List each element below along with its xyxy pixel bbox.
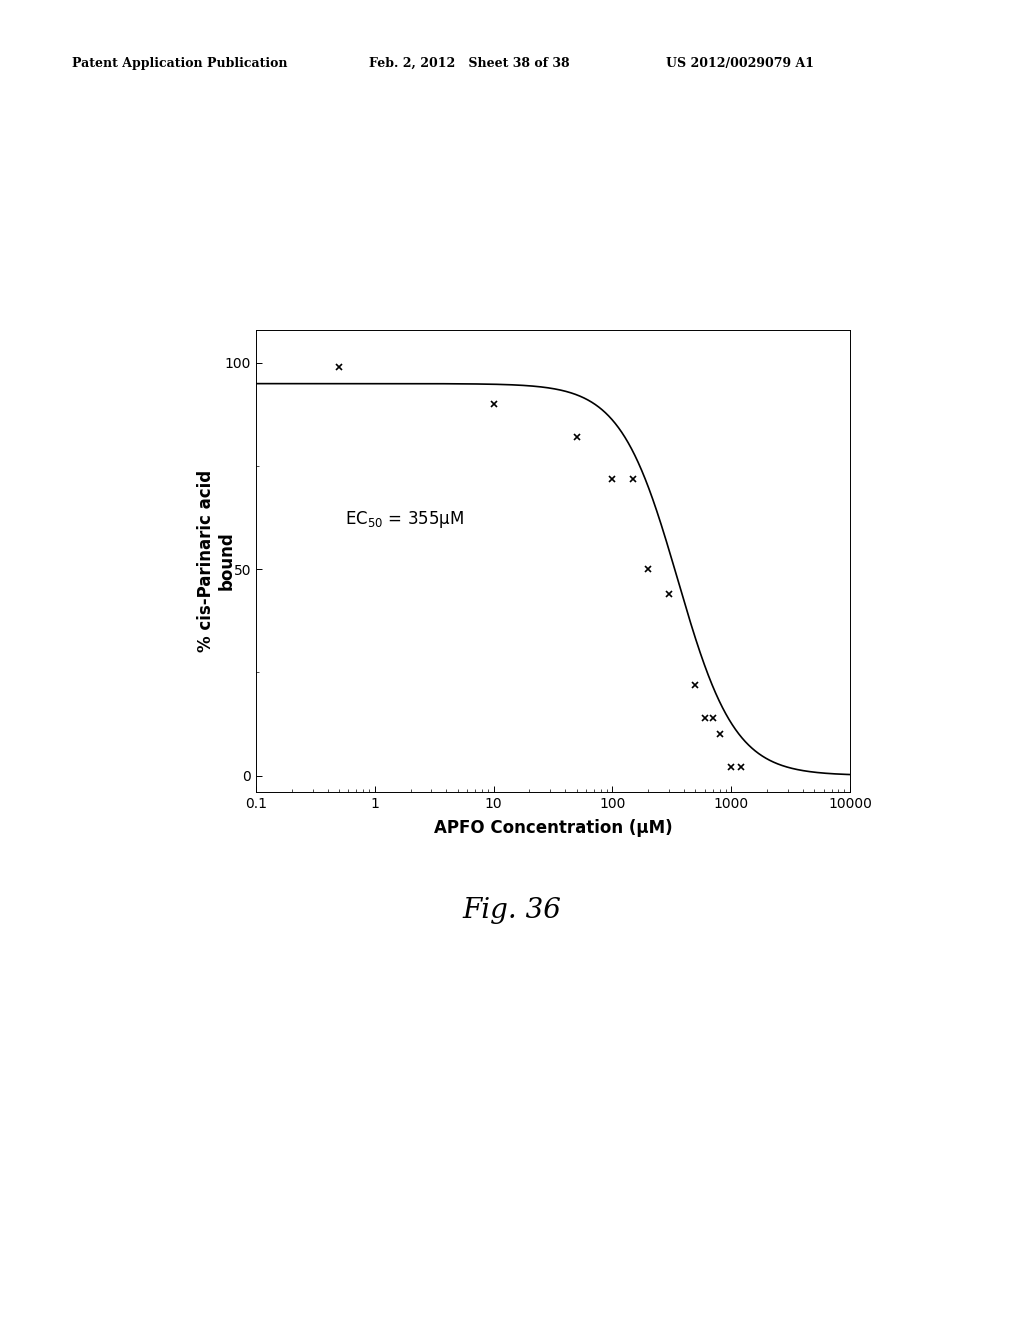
Text: Fig. 36: Fig. 36 <box>463 898 561 924</box>
Y-axis label: % cis-Parinaric acid
bound: % cis-Parinaric acid bound <box>197 470 236 652</box>
Text: Feb. 2, 2012   Sheet 38 of 38: Feb. 2, 2012 Sheet 38 of 38 <box>369 57 569 70</box>
Text: Patent Application Publication: Patent Application Publication <box>72 57 287 70</box>
Text: US 2012/0029079 A1: US 2012/0029079 A1 <box>666 57 814 70</box>
X-axis label: APFO Concentration (μM): APFO Concentration (μM) <box>433 820 673 837</box>
Text: EC$_{50}$ = 355μM: EC$_{50}$ = 355μM <box>345 510 464 531</box>
